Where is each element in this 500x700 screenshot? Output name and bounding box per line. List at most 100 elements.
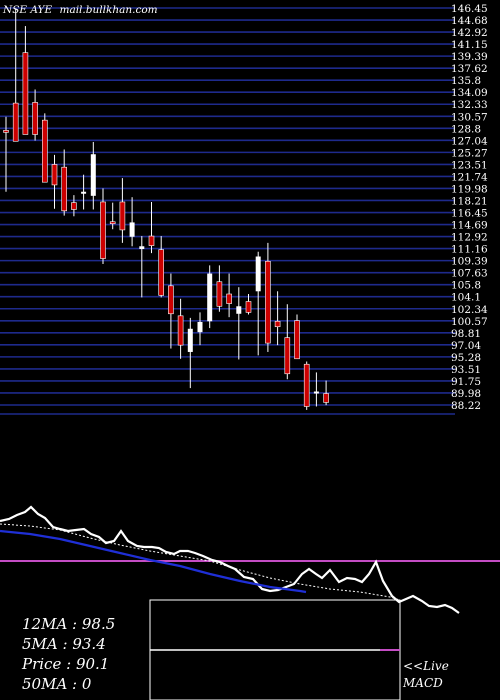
candle xyxy=(148,201,155,254)
candle-body xyxy=(100,201,106,259)
ma-slow-line xyxy=(0,529,307,594)
candle-body xyxy=(158,249,164,296)
candle-body xyxy=(129,222,135,237)
candle-body xyxy=(284,337,291,375)
price-tick-label: 93.51 xyxy=(451,364,481,376)
macd-label: MACD xyxy=(402,676,443,690)
candle xyxy=(216,265,223,312)
candle-body xyxy=(216,281,223,307)
price-tick-label: 123.51 xyxy=(451,159,488,171)
candle-body xyxy=(313,391,319,394)
candle xyxy=(187,317,193,389)
candle-body xyxy=(265,260,271,344)
candle xyxy=(245,294,252,315)
candles-layer xyxy=(3,8,329,410)
candle xyxy=(12,8,19,142)
candle-body xyxy=(119,201,126,231)
price-tick-label: 144.68 xyxy=(451,15,488,27)
price-tick-label: 95.28 xyxy=(451,352,481,364)
candle-body xyxy=(3,130,9,133)
candle xyxy=(139,236,145,298)
macd-box: <<Live MACD xyxy=(149,599,449,700)
candle xyxy=(100,188,106,265)
price-tick-label: 127.04 xyxy=(451,135,488,147)
price-tick-label: 89.98 xyxy=(451,388,481,400)
price-tick-label: 119.98 xyxy=(451,183,488,195)
price-tick-label: 91.75 xyxy=(451,376,481,388)
candle xyxy=(109,202,116,230)
price-tick-label: 142.92 xyxy=(451,27,488,39)
candle-body xyxy=(12,102,19,142)
price-tick-label: 128.8 xyxy=(451,123,481,135)
candle xyxy=(41,113,48,183)
price-tick-label: 111.16 xyxy=(451,244,488,256)
candle xyxy=(226,273,232,318)
ma-fast-line xyxy=(0,523,401,601)
legend-12ma: 12MA : 98.5 xyxy=(22,615,115,633)
candle-body xyxy=(255,256,261,292)
price-tick-label: 132.33 xyxy=(451,99,488,111)
candle xyxy=(265,242,271,352)
candle xyxy=(323,380,329,406)
candle-body xyxy=(274,320,281,328)
price-tick-label: 116.45 xyxy=(451,208,488,220)
legend: 12MA : 98.5 5MA : 93.4 Price : 90.1 50MA… xyxy=(21,615,115,693)
candle-body xyxy=(303,363,310,407)
price-tick-label: 97.04 xyxy=(451,340,481,352)
header-text: NSE AYE mail.bullkhan.com xyxy=(2,4,158,16)
candle-body xyxy=(245,301,252,313)
candle xyxy=(129,197,135,247)
candle xyxy=(207,265,213,329)
candle xyxy=(51,154,58,209)
candle xyxy=(313,372,319,407)
candle-body xyxy=(90,154,96,196)
price-tick-label: 134.09 xyxy=(451,87,488,99)
price-tick-labels: 146.45144.68142.92141.15139.39137.62135.… xyxy=(451,3,488,412)
candle xyxy=(158,236,164,298)
price-tick-label: 98.81 xyxy=(451,328,481,340)
price-tick-label: 88.22 xyxy=(451,400,481,412)
legend-5ma: 5MA : 93.4 xyxy=(22,635,106,653)
candle xyxy=(168,273,174,349)
candle xyxy=(255,251,261,356)
candle xyxy=(81,174,87,210)
candle xyxy=(90,141,96,210)
price-tick-label: 125.27 xyxy=(451,147,488,159)
price-tick-label: 146.45 xyxy=(451,3,488,15)
live-label: <<Live xyxy=(403,659,449,673)
candle-body xyxy=(294,320,300,360)
price-tick-label: 109.39 xyxy=(451,256,488,268)
candle xyxy=(236,287,242,360)
price-tick-label: 107.63 xyxy=(451,268,488,280)
candle xyxy=(71,195,77,217)
candle xyxy=(3,116,9,192)
symbol-label: NSE AYE xyxy=(2,4,52,16)
candle-body xyxy=(168,285,174,315)
candle-body xyxy=(22,52,29,135)
candle-body xyxy=(71,202,77,210)
price-tick-label: 141.15 xyxy=(451,39,488,51)
candle-body xyxy=(148,235,155,246)
candle-body xyxy=(207,273,213,322)
price-tick-label: 135.8 xyxy=(451,75,481,87)
candle-body xyxy=(61,166,68,212)
candle xyxy=(303,361,310,410)
price-tick-label: 104.1 xyxy=(451,292,481,304)
legend-price: Price : 90.1 xyxy=(21,655,109,673)
candle xyxy=(32,89,38,141)
candle-body xyxy=(187,328,193,352)
candle-body xyxy=(323,393,329,403)
price-tick-label: 114.69 xyxy=(451,220,488,232)
price-tick-label: 139.39 xyxy=(451,51,488,63)
candle-body xyxy=(177,315,184,346)
price-tick-label: 130.57 xyxy=(451,111,488,123)
price-tick-label: 100.57 xyxy=(451,316,488,328)
indicator-panel xyxy=(0,505,500,614)
site-label: mail.bullkhan.com xyxy=(59,4,157,16)
candle xyxy=(61,149,68,216)
price-tick-label: 121.74 xyxy=(451,171,488,183)
candle xyxy=(294,314,300,360)
candle-body xyxy=(32,102,38,135)
candle xyxy=(22,26,29,135)
